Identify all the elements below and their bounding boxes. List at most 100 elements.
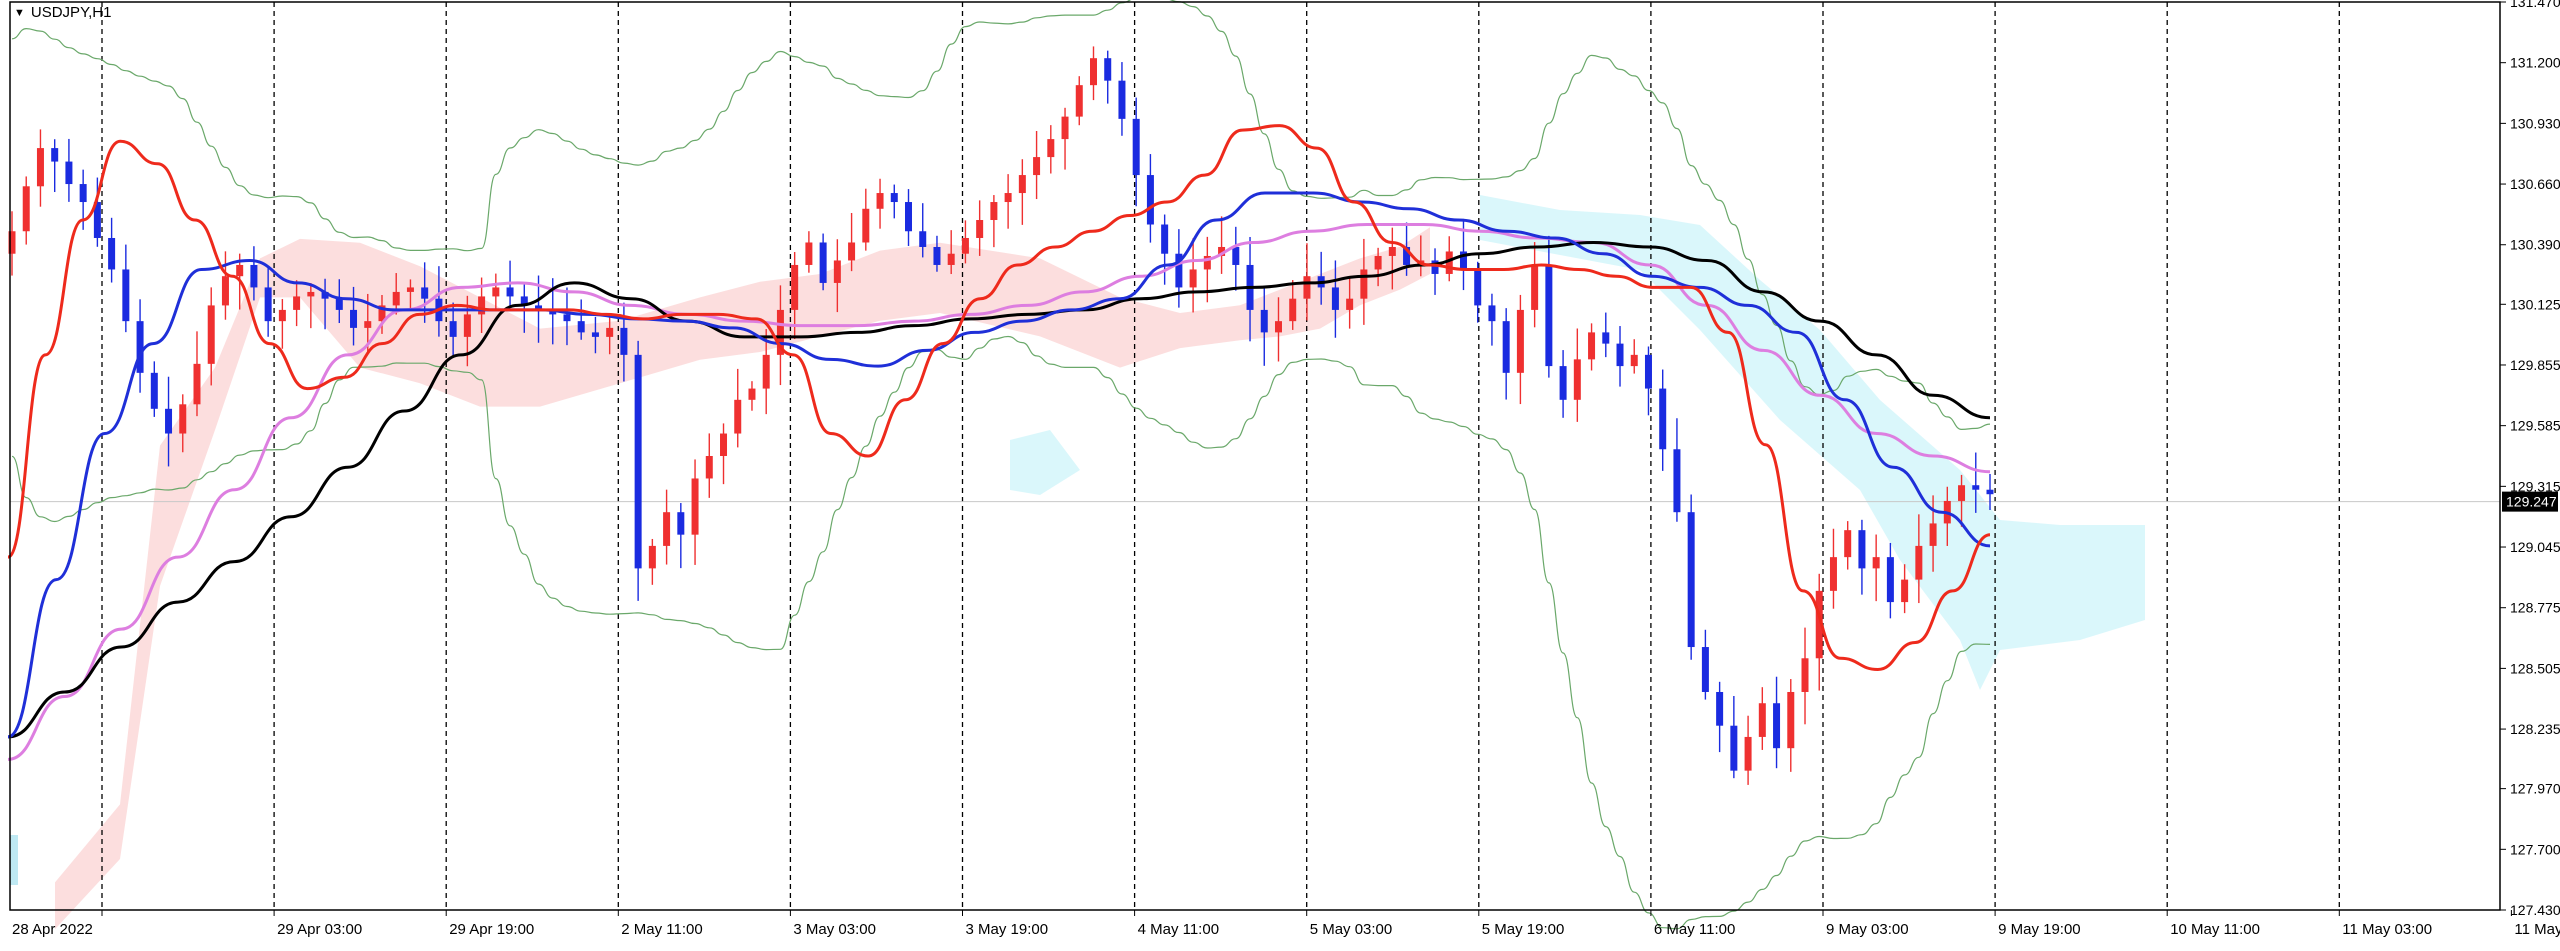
price-tick-label: 130.390 (2510, 237, 2560, 253)
candle-body (150, 372, 158, 409)
price-tick-label: 130.930 (2510, 115, 2560, 131)
candle-body (705, 456, 713, 479)
candle-body (1189, 269, 1197, 288)
candle-body (1858, 530, 1866, 569)
candle-body (990, 202, 998, 221)
candle-body (1374, 255, 1382, 270)
time-tick-label: 11 May 03:00 (2342, 921, 2432, 938)
candle-body (22, 186, 30, 232)
time-tick-label: 6 May 11:00 (1654, 921, 1735, 938)
candle-body (933, 246, 941, 265)
price-tick-label: 127.700 (2510, 841, 2560, 857)
candle-body (1331, 287, 1339, 310)
candle-body (193, 363, 201, 405)
candle-body (876, 193, 884, 209)
price-tick-label: 128.505 (2510, 660, 2560, 676)
price-axis: 127.430 127.700 127.970 128.235 128.505 128.7… (2500, 0, 2560, 918)
triangle-down-icon[interactable]: ▼ (14, 6, 25, 19)
current-price-tag-label: 129.247 (2506, 494, 2557, 510)
moving-averages (7, 124, 1991, 761)
time-tick-label: 5 May 03:00 (1310, 921, 1393, 938)
price-tick-label: 127.430 (2510, 902, 2560, 918)
candle-body (293, 296, 301, 310)
candle-body (1986, 489, 1994, 495)
candle-body (278, 309, 286, 322)
candle-body (819, 242, 827, 283)
time-tick-label: 5 May 19:00 (1482, 921, 1565, 938)
time-tick-label: 29 Apr 03:00 (277, 921, 362, 938)
price-tick-label: 129.045 (2510, 539, 2560, 555)
candle-body (506, 287, 514, 297)
time-tick-label: 9 May 19:00 (1998, 921, 2081, 938)
candle-body (1118, 80, 1126, 119)
candle-body (264, 287, 272, 322)
candle-body (207, 305, 215, 364)
candle-body (833, 260, 841, 283)
candle-body (1716, 691, 1724, 726)
candle-body (1047, 139, 1055, 158)
candle-body (1289, 298, 1297, 322)
candle-body (563, 314, 571, 322)
candle-body (890, 193, 898, 203)
ma-fast-line (7, 124, 1991, 672)
candle-body (620, 327, 628, 355)
candle-body (1474, 269, 1482, 306)
plot-border (9, 1, 2501, 911)
candle-body (1815, 590, 1823, 659)
candle-body (1602, 332, 1610, 344)
time-tick-label: 28 Apr 2022 (12, 921, 93, 938)
candle-body (1146, 175, 1154, 225)
candle-body (449, 321, 457, 337)
time-tick-label: 3 May 19:00 (966, 921, 1049, 938)
price-tick-label: 129.855 (2510, 357, 2560, 373)
candle-body (1033, 157, 1041, 176)
candle-body (1915, 545, 1923, 580)
ma-slow-line (7, 240, 1991, 739)
symbol-title[interactable]: ▼ USDJPY,H1 (14, 4, 111, 21)
candle-body (1659, 388, 1667, 450)
candle-body (535, 305, 543, 310)
candle-body (1203, 255, 1211, 270)
candle-body (51, 148, 59, 162)
cloud-down-region (1010, 430, 1080, 495)
candle-body (591, 332, 599, 337)
candle-body (36, 148, 44, 187)
candle-body (791, 264, 799, 310)
candle-body (720, 433, 728, 456)
time-tick-label: 29 Apr 19:00 (449, 921, 534, 938)
price-tick-label: 128.775 (2510, 600, 2560, 616)
candle-body (463, 314, 471, 337)
candle-body (606, 327, 614, 337)
candle-body (108, 237, 116, 270)
time-tick-label: 3 May 03:00 (793, 921, 876, 938)
candle-body (947, 253, 955, 265)
price-tick-label: 128.235 (2510, 721, 2560, 737)
candle-body (1488, 305, 1496, 322)
candle-body (335, 298, 343, 310)
candle-body (221, 276, 229, 306)
candle-body (1829, 557, 1837, 591)
candle-body (1673, 449, 1681, 513)
candle-body (1787, 691, 1795, 749)
bollinger-upper-band (11, 0, 1991, 431)
candle-body (1403, 246, 1411, 265)
cloud-down-region (1480, 195, 2145, 690)
time-tick-label: 10 May 11:00 (2170, 921, 2260, 938)
candle-body (648, 545, 656, 569)
ichimoku-cloud (10, 195, 2145, 930)
candle-body (734, 399, 742, 434)
candle-body (1004, 193, 1012, 203)
candle-body (492, 287, 500, 297)
candle-body (122, 269, 130, 322)
symbol-title-text: USDJPY,H1 (30, 4, 112, 21)
candle-body (8, 231, 16, 254)
candle-body (1644, 354, 1652, 389)
candle-body (1516, 309, 1524, 373)
candle-body (1958, 485, 1966, 501)
candle-body (93, 202, 101, 238)
candle-body (478, 296, 486, 315)
cloud-down-region (10, 835, 18, 885)
candle-body (1588, 332, 1596, 360)
